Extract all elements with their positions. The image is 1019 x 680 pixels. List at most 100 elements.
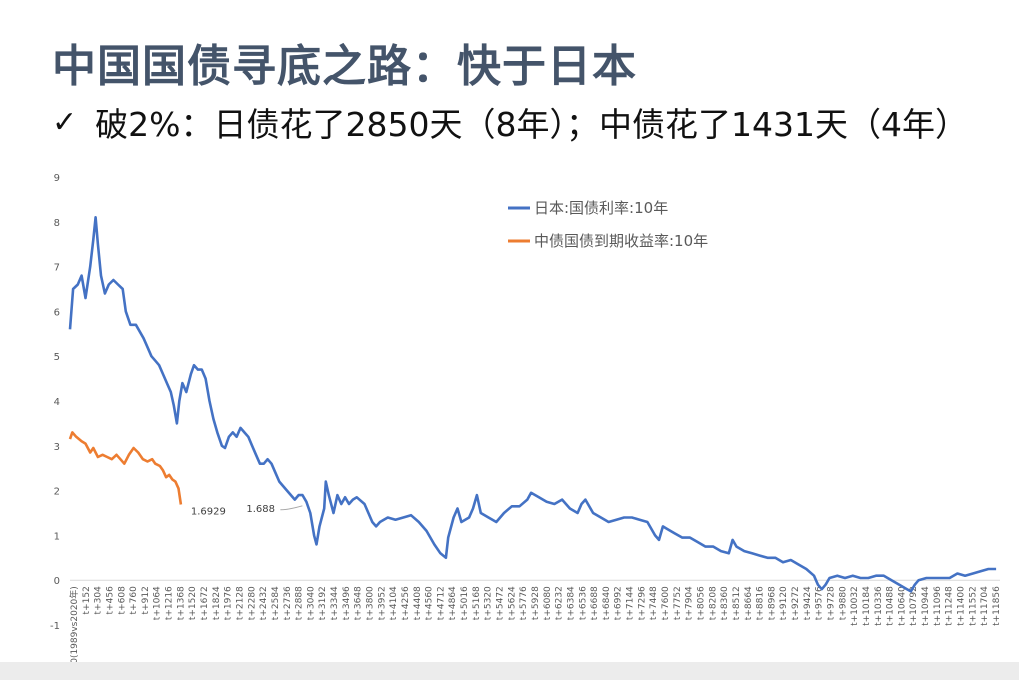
x-tick-label: t+5624: [507, 586, 517, 620]
x-tick-label: t+2432: [259, 586, 269, 620]
x-tick-label: t+8816: [756, 586, 766, 620]
y-tick-label: 1: [54, 531, 60, 542]
x-tick-label: t+1976: [224, 586, 234, 620]
x-tick-label: t+912: [141, 586, 151, 614]
x-tick-label: t+7752: [673, 586, 683, 620]
x-tick-label: t+7144: [626, 586, 636, 620]
x-tick-label: t+11400: [957, 586, 967, 626]
checkmark-icon: ✓: [52, 104, 78, 140]
x-tick-label: t+2584: [271, 586, 281, 620]
annotation-label: 1.688: [246, 504, 275, 515]
x-tick-label: t+4104: [389, 586, 399, 620]
x-tick-label: t+608: [117, 586, 127, 615]
x-tick-label: t+4256: [401, 586, 411, 620]
x-tick-label: t+11552: [968, 586, 978, 626]
x-tick-label: t+6688: [590, 586, 600, 620]
x-tick-label: t+9424: [803, 586, 813, 620]
annotation-leader: [280, 505, 303, 511]
x-tick-label: t+7600: [661, 586, 671, 620]
x-tick-label: t+4864: [448, 586, 458, 620]
x-tick-label: t+8056: [696, 586, 706, 620]
x-tick-label: t+5016: [460, 586, 470, 620]
x-tick-label: t+760: [129, 586, 139, 615]
x-tick-label: t=0(1989vs2020年): [68, 586, 80, 662]
x-tick-label: t+5472: [496, 586, 506, 620]
y-tick-label: 0: [54, 576, 60, 587]
x-tick-label: t+8968: [767, 586, 777, 620]
y-tick-label: 3: [54, 442, 60, 453]
x-tick-label: t+1368: [176, 586, 186, 620]
x-tick-label: t+11856: [992, 586, 1002, 626]
x-tick-label: t+10336: [874, 586, 884, 626]
y-tick-label: 5: [54, 352, 60, 363]
x-tick-label: t+11704: [980, 586, 990, 626]
x-tick-label: t+456: [105, 586, 115, 615]
x-tick-label: t+4712: [436, 586, 446, 620]
x-tick-label: t+8360: [720, 586, 730, 620]
y-tick-label: 8: [54, 218, 60, 229]
x-tick-label: t+4408: [413, 586, 423, 620]
x-tick-label: t+11248: [945, 586, 955, 626]
x-tick-label: t+1824: [212, 586, 222, 620]
x-tick-label: t+6080: [543, 586, 553, 620]
x-tick-label: t+10792: [909, 586, 919, 626]
y-axis-ticks: -1 0 1 2 3 4 5 6 7 8 9: [50, 173, 60, 632]
bullet-point: ✓ 破2%：日债花了2850天（8年）；中债花了1431天（4年）: [52, 100, 968, 145]
y-tick-label: 9: [54, 173, 60, 184]
x-tick-label: t+3040: [306, 586, 316, 620]
y-tick-label: 4: [54, 397, 60, 408]
x-tick-label: t+10032: [850, 586, 860, 626]
x-tick-label: t+3496: [342, 586, 352, 620]
x-tick-label: t+6536: [578, 586, 588, 620]
y-tick-label: -1: [50, 621, 60, 632]
x-tick-label: t+6840: [602, 586, 612, 620]
x-axis-ticks: t=0(1989vs2020年) t+152 t+304 t+456 t+608 t+76…: [68, 586, 1002, 662]
y-tick-label: 2: [54, 487, 60, 498]
x-tick-label: t+3952: [377, 586, 387, 620]
series-line-1: [68, 431, 183, 505]
x-tick-label: t+9576: [815, 586, 825, 620]
x-tick-label: t+4560: [425, 586, 435, 620]
x-tick-label: t+5928: [531, 586, 541, 620]
x-tick-label: t+3800: [366, 586, 376, 620]
x-tick-label: t+3648: [354, 586, 364, 620]
x-tick-label: t+5320: [484, 586, 494, 620]
x-tick-label: t+3344: [330, 586, 340, 620]
x-tick-label: t+7448: [649, 586, 659, 620]
x-tick-label: t+6992: [614, 586, 624, 620]
x-tick-label: t+7296: [637, 586, 647, 620]
x-tick-label: t+1216: [165, 586, 175, 620]
legend-label: 日本:国债利率:10年: [534, 199, 668, 217]
x-tick-label: t+2736: [283, 586, 293, 620]
footer-band: [0, 662, 1019, 680]
x-tick-label: t+11096: [933, 586, 943, 626]
x-tick-label: t+304: [94, 586, 104, 615]
x-tick-label: t+9272: [791, 586, 801, 620]
x-tick-label: t+3192: [318, 586, 328, 620]
x-tick-label: t+5776: [519, 586, 529, 620]
y-tick-label: 6: [54, 307, 60, 318]
x-tick-label: t+1520: [188, 586, 198, 620]
x-tick-label: t+7904: [685, 586, 695, 620]
series-lines: [68, 216, 997, 593]
x-tick-label: t+9728: [827, 586, 837, 620]
x-tick-label: t+6384: [566, 586, 576, 620]
x-tick-label: t+8512: [732, 586, 742, 620]
x-tick-label: t+10944: [921, 586, 931, 626]
bullet-text: 破2%：日债花了2850天（8年）；中债花了1431天（4年）: [95, 105, 968, 144]
slide-title: 中国国债寻底之路：快于日本: [52, 41, 637, 92]
x-tick-label: t+2280: [247, 586, 257, 620]
x-tick-label: t+9120: [779, 586, 789, 620]
x-tick-label: t+2128: [235, 586, 245, 620]
x-tick-label: t+1064: [153, 586, 163, 620]
annotations: 1.6929 1.688: [191, 504, 303, 517]
x-tick-label: t+8208: [708, 586, 718, 620]
x-tick-label: t+5168: [472, 586, 482, 620]
x-tick-label: t+1672: [200, 586, 210, 620]
x-tick-label: t+10184: [862, 586, 872, 626]
series-line-0: [68, 216, 997, 593]
x-tick-label: t+6232: [555, 586, 565, 620]
x-tick-label: t+8664: [744, 586, 754, 620]
y-tick-label: 7: [54, 263, 60, 274]
